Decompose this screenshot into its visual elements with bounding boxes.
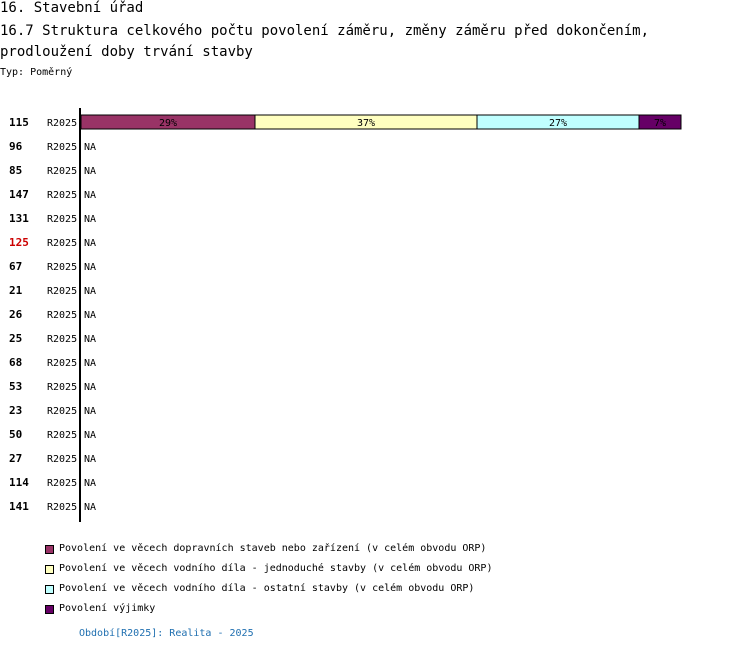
row-period-label: R2025 bbox=[47, 478, 77, 489]
stacked-bar-chart: 115 R2025 29% 37% 27% 7% 96 R2025 NA 85 R2025 NA 147… bbox=[9, 108, 682, 522]
legend-label: Povolení výjimky bbox=[59, 603, 156, 614]
section-title: 16. Stavební úřad bbox=[0, 0, 144, 16]
row-id-label: 67 bbox=[9, 260, 22, 273]
row-na-label: NA bbox=[84, 430, 96, 441]
row-id-label: 50 bbox=[9, 428, 22, 441]
row-na-label: NA bbox=[84, 286, 96, 297]
row-period-label: R2025 bbox=[47, 238, 77, 249]
row-id-label: 68 bbox=[9, 356, 22, 369]
row-id-label: 53 bbox=[9, 380, 22, 393]
row-na-label: NA bbox=[84, 358, 96, 369]
row-id-label: 23 bbox=[9, 404, 22, 417]
row-id-label: 147 bbox=[9, 188, 29, 201]
bar-segment-label: 27% bbox=[549, 118, 567, 129]
row-id-label: 21 bbox=[9, 284, 23, 297]
row-id-label: 131 bbox=[9, 212, 29, 225]
legend-label: Povolení ve věcech vodního díla - ostatn… bbox=[59, 583, 475, 594]
row-na-label: NA bbox=[84, 190, 96, 201]
row-period-label: R2025 bbox=[47, 502, 77, 513]
chart-title: 16.7 Struktura celkového počtu povolení … bbox=[0, 23, 650, 60]
row-id-label: 141 bbox=[9, 500, 29, 513]
row-id-label: 25 bbox=[9, 332, 22, 345]
bar-segment-label: 37% bbox=[357, 118, 375, 129]
row-na-label: NA bbox=[84, 310, 96, 321]
legend-label: Povolení ve věcech dopravních staveb neb… bbox=[59, 543, 487, 554]
row-period-label: R2025 bbox=[47, 262, 77, 273]
row-id-label: 96 bbox=[9, 140, 23, 153]
bar-segment-label: 7% bbox=[654, 118, 666, 129]
row-period-label: R2025 bbox=[47, 310, 77, 321]
row-na-label: NA bbox=[84, 142, 96, 153]
row-period-label: R2025 bbox=[47, 118, 77, 129]
row-na-label: NA bbox=[84, 478, 96, 489]
row-na-label: NA bbox=[84, 238, 96, 249]
row-period-label: R2025 bbox=[47, 382, 77, 393]
row-na-label: NA bbox=[84, 406, 96, 417]
chart-type-label: Typ: Poměrný bbox=[0, 67, 73, 78]
row-period-label: R2025 bbox=[47, 286, 77, 297]
row-id-label: 115 bbox=[9, 116, 29, 129]
row-na-label: NA bbox=[84, 454, 96, 465]
row-id-label: 26 bbox=[9, 308, 23, 321]
legend-swatch bbox=[45, 545, 54, 554]
legend-swatch bbox=[45, 605, 54, 614]
row-period-label: R2025 bbox=[47, 334, 77, 345]
row-period-label: R2025 bbox=[47, 166, 77, 177]
legend-swatch bbox=[45, 565, 54, 574]
row-period-label: R2025 bbox=[47, 406, 77, 417]
row-na-label: NA bbox=[84, 214, 96, 225]
bar-segment bbox=[638, 114, 682, 130]
row-period-label: R2025 bbox=[47, 214, 77, 225]
row-na-label: NA bbox=[84, 502, 96, 513]
row-id-label: 27 bbox=[9, 452, 22, 465]
bar-segment-label: 29% bbox=[159, 118, 177, 129]
row-na-label: NA bbox=[84, 166, 96, 177]
legend-label: Povolení ve věcech vodního díla - jednod… bbox=[59, 563, 493, 574]
row-period-label: R2025 bbox=[47, 358, 77, 369]
row-id-label: 125 bbox=[9, 236, 29, 249]
row-na-label: NA bbox=[84, 334, 96, 345]
row-period-label: R2025 bbox=[47, 430, 77, 441]
period-note: Období[R2025]: Realita - 2025 bbox=[79, 628, 254, 639]
row-id-label: 114 bbox=[9, 476, 29, 489]
row-na-label: NA bbox=[84, 262, 96, 273]
legend-swatch bbox=[45, 585, 54, 594]
row-na-label: NA bbox=[84, 382, 96, 393]
row-period-label: R2025 bbox=[47, 454, 77, 465]
row-period-label: R2025 bbox=[47, 190, 77, 201]
row-period-label: R2025 bbox=[47, 142, 77, 153]
row-id-label: 85 bbox=[9, 164, 22, 177]
